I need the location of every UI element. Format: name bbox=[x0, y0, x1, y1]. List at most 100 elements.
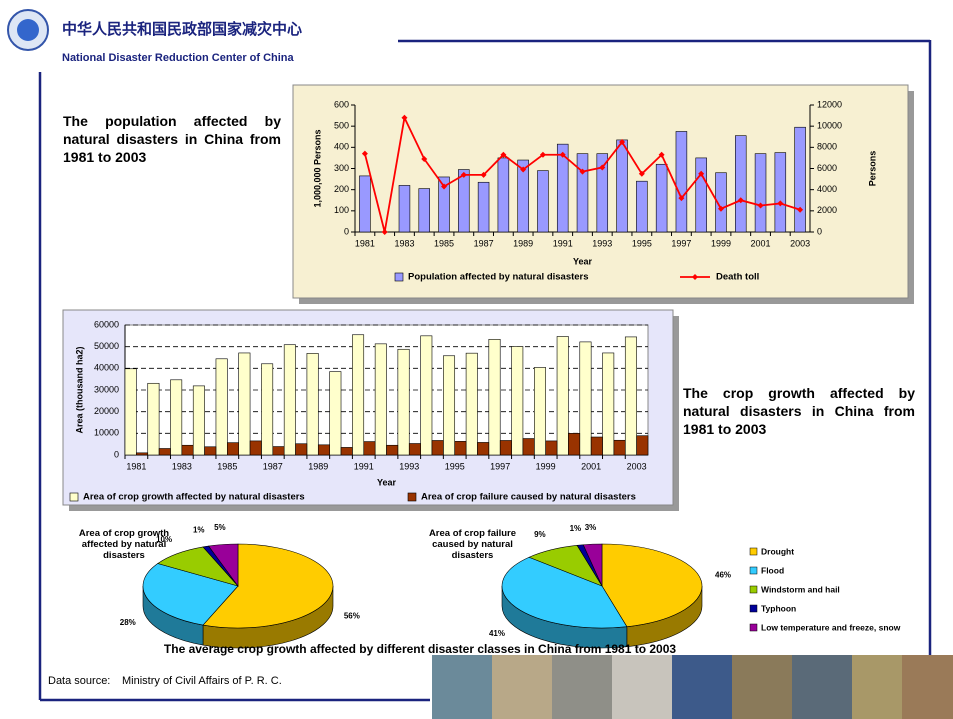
photo bbox=[792, 655, 852, 719]
y2-tick-label: 6000 bbox=[817, 163, 837, 173]
pie-slice bbox=[208, 543, 239, 587]
x-tick-label: 1997 bbox=[490, 461, 510, 471]
marker bbox=[361, 150, 368, 157]
legend-label: Low temperature and freeze, snow bbox=[761, 622, 901, 632]
x-tick-label: 1989 bbox=[308, 461, 328, 471]
y-tick-label: 0 bbox=[344, 226, 349, 236]
y2-tick-label: 12000 bbox=[817, 99, 842, 109]
legend-swatch bbox=[394, 272, 404, 282]
photo bbox=[432, 655, 492, 719]
marker bbox=[559, 151, 566, 158]
pie-label: 9% bbox=[534, 530, 546, 539]
photo bbox=[902, 655, 953, 719]
marker bbox=[579, 168, 586, 175]
y-axis-label: Area (thousand ha2) bbox=[74, 346, 84, 433]
pie-slice bbox=[582, 543, 603, 587]
bar bbox=[408, 443, 421, 456]
marker bbox=[797, 206, 804, 213]
marker bbox=[520, 166, 527, 173]
photo bbox=[852, 655, 902, 719]
x-tick-label: 1983 bbox=[394, 238, 414, 248]
legend-swatch bbox=[749, 623, 758, 632]
y-tick-label: 0 bbox=[114, 449, 119, 459]
pie-label: 5% bbox=[214, 523, 226, 532]
marker bbox=[460, 171, 467, 178]
y-axis-label: 1,000,000 Persons bbox=[312, 129, 322, 207]
marker bbox=[698, 170, 705, 177]
photo bbox=[552, 655, 612, 719]
logo-inner bbox=[17, 19, 39, 41]
x-tick-label: 2001 bbox=[751, 238, 771, 248]
bar bbox=[317, 444, 330, 456]
bar bbox=[397, 348, 410, 456]
bar bbox=[420, 335, 433, 456]
x-tick-label: 1987 bbox=[263, 461, 283, 471]
y-tick-label: 100 bbox=[334, 205, 349, 215]
y2-tick-label: 10000 bbox=[817, 121, 842, 131]
bar bbox=[438, 176, 450, 233]
bar bbox=[579, 341, 592, 456]
legend-label: Area of crop failure caused by natural d… bbox=[421, 492, 636, 503]
bar bbox=[596, 153, 609, 233]
pie-label: 3% bbox=[585, 523, 597, 532]
marker bbox=[539, 151, 546, 158]
x-tick-label: 1981 bbox=[355, 238, 375, 248]
pie-caption: The average crop growth affected by diff… bbox=[163, 642, 677, 656]
y2-tick-label: 2000 bbox=[817, 205, 837, 215]
y-tick-label: 10000 bbox=[94, 428, 119, 438]
bar bbox=[431, 440, 444, 456]
bar bbox=[499, 440, 512, 456]
legend-swatch bbox=[407, 492, 417, 502]
legend-label: Population affected by natural disasters bbox=[408, 272, 589, 283]
bar bbox=[636, 180, 648, 233]
x-tick-label: 2003 bbox=[627, 461, 647, 471]
bar bbox=[590, 436, 603, 456]
bar bbox=[556, 143, 569, 233]
marker bbox=[480, 171, 487, 178]
bar bbox=[249, 440, 262, 456]
bar bbox=[295, 443, 308, 456]
bar bbox=[715, 172, 727, 233]
photo bbox=[612, 655, 672, 719]
photo bbox=[732, 655, 792, 719]
bar bbox=[624, 336, 637, 456]
bar bbox=[170, 379, 183, 456]
bar bbox=[568, 433, 581, 456]
y-tick-label: 200 bbox=[334, 184, 349, 194]
y-tick-label: 30000 bbox=[94, 384, 119, 394]
legend-label: Death toll bbox=[716, 272, 759, 283]
bar bbox=[534, 367, 546, 456]
y-tick-label: 20000 bbox=[94, 406, 119, 416]
y-tick-label: 600 bbox=[334, 99, 349, 109]
bar bbox=[616, 139, 628, 233]
bar bbox=[754, 153, 767, 233]
bar bbox=[465, 352, 478, 456]
legend-swatch bbox=[749, 604, 758, 613]
bar bbox=[675, 131, 688, 233]
marker bbox=[777, 200, 784, 207]
bar bbox=[522, 438, 535, 456]
bar bbox=[181, 444, 194, 456]
pie-label: 56% bbox=[344, 611, 360, 620]
marker bbox=[658, 151, 665, 158]
marker bbox=[441, 183, 448, 190]
x-tick-label: 1995 bbox=[445, 461, 465, 471]
pie-slice bbox=[601, 543, 703, 627]
x-tick-label: 1991 bbox=[553, 238, 573, 248]
photo-strip bbox=[432, 655, 953, 719]
x-axis-label: Year bbox=[573, 256, 593, 266]
x-tick-label: 1987 bbox=[474, 238, 494, 248]
bar bbox=[136, 452, 149, 456]
x-tick-label: 1989 bbox=[513, 238, 533, 248]
x-tick-label: 1983 bbox=[172, 461, 192, 471]
legend-label: Drought bbox=[761, 546, 794, 556]
bar bbox=[340, 447, 353, 456]
header-cn: 中华人民共和国民政部国家减灾中心 bbox=[62, 20, 302, 38]
x-tick-label: 1995 bbox=[632, 238, 652, 248]
bar bbox=[227, 442, 239, 456]
bar bbox=[124, 368, 137, 456]
marker bbox=[401, 114, 408, 121]
y2-tick-label: 4000 bbox=[817, 184, 837, 194]
bar bbox=[238, 352, 251, 456]
